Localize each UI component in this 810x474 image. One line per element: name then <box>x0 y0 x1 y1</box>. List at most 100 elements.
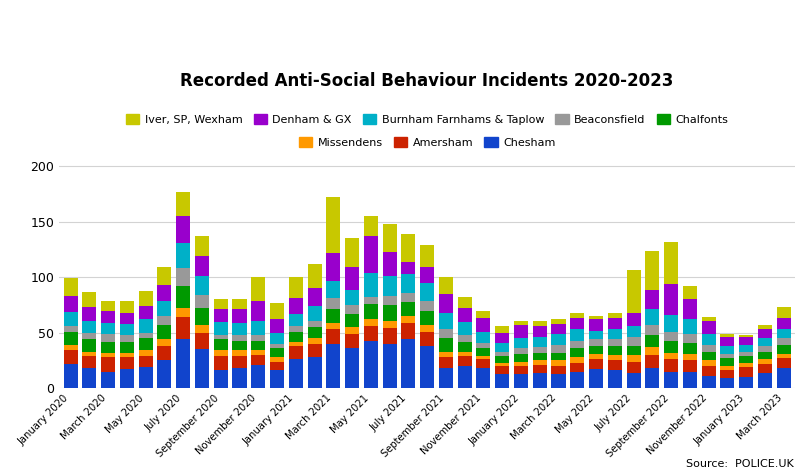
Bar <box>458 297 471 309</box>
Bar <box>646 335 659 347</box>
Bar <box>458 352 471 356</box>
Bar <box>139 367 152 388</box>
Bar <box>664 372 678 388</box>
Bar <box>364 319 378 326</box>
Bar <box>345 334 359 348</box>
Bar <box>195 256 209 276</box>
Bar <box>740 367 753 377</box>
Bar <box>345 305 359 314</box>
Bar <box>720 346 735 354</box>
Bar <box>589 339 603 346</box>
Bar <box>608 371 622 388</box>
Bar <box>777 345 791 354</box>
Bar <box>683 319 697 334</box>
Bar <box>382 252 397 276</box>
Bar <box>345 238 359 267</box>
Bar <box>777 329 791 338</box>
Bar <box>157 316 172 325</box>
Bar <box>533 337 547 347</box>
Bar <box>458 342 471 352</box>
Bar <box>139 291 152 306</box>
Bar <box>139 338 152 350</box>
Bar <box>101 323 115 334</box>
Bar <box>570 372 584 388</box>
Bar <box>63 312 78 326</box>
Bar <box>214 335 228 339</box>
Bar <box>552 374 565 388</box>
Bar <box>232 350 246 356</box>
Bar <box>176 339 190 388</box>
Bar <box>533 373 547 388</box>
Bar <box>83 333 96 339</box>
Bar <box>627 337 641 346</box>
Bar <box>570 348 584 357</box>
Bar <box>758 352 772 359</box>
Bar <box>176 286 190 309</box>
Bar <box>382 224 397 252</box>
Bar <box>120 324 134 335</box>
Bar <box>683 354 697 361</box>
Bar <box>270 319 284 333</box>
Bar <box>740 337 753 345</box>
Bar <box>570 357 584 363</box>
Bar <box>664 315 678 332</box>
Bar <box>420 332 434 346</box>
Bar <box>646 347 659 355</box>
Bar <box>495 352 509 356</box>
Bar <box>608 355 622 361</box>
Bar <box>458 322 471 335</box>
Bar <box>552 361 565 366</box>
Bar <box>345 348 359 388</box>
Bar <box>195 295 209 309</box>
Bar <box>83 292 96 307</box>
Bar <box>664 340 678 353</box>
Bar <box>120 301 134 313</box>
Title: Recorded Anti-Social Behaviour Incidents 2020-2023: Recorded Anti-Social Behaviour Incidents… <box>181 72 674 90</box>
Bar <box>514 374 528 388</box>
Bar <box>439 329 453 338</box>
Bar <box>533 361 547 365</box>
Bar <box>420 310 434 325</box>
Bar <box>439 357 453 368</box>
Bar <box>382 320 397 328</box>
Bar <box>101 357 115 372</box>
Bar <box>701 345 716 352</box>
Bar <box>157 267 172 285</box>
Bar <box>608 329 622 339</box>
Bar <box>401 316 416 323</box>
Bar <box>345 290 359 305</box>
Bar <box>552 353 565 361</box>
Bar <box>533 320 547 326</box>
Bar <box>232 300 246 310</box>
Bar <box>420 283 434 301</box>
Bar <box>195 333 209 349</box>
Bar <box>63 364 78 388</box>
Bar <box>120 342 134 353</box>
Bar <box>720 334 735 337</box>
Bar <box>251 350 266 355</box>
Bar <box>683 361 697 372</box>
Bar <box>251 320 266 335</box>
Bar <box>420 325 434 332</box>
Bar <box>476 348 491 356</box>
Bar <box>701 317 716 320</box>
Bar <box>683 300 697 319</box>
Bar <box>176 309 190 317</box>
Bar <box>495 356 509 363</box>
Bar <box>439 277 453 294</box>
Bar <box>83 368 96 388</box>
Bar <box>308 327 322 338</box>
Bar <box>701 366 716 376</box>
Bar <box>439 338 453 352</box>
Bar <box>176 216 190 243</box>
Bar <box>288 314 303 326</box>
Bar <box>63 326 78 332</box>
Bar <box>364 216 378 236</box>
Bar <box>608 361 622 371</box>
Bar <box>495 343 509 352</box>
Bar <box>308 338 322 344</box>
Bar <box>495 326 509 333</box>
Bar <box>608 346 622 355</box>
Bar <box>758 364 772 373</box>
Bar <box>514 362 528 366</box>
